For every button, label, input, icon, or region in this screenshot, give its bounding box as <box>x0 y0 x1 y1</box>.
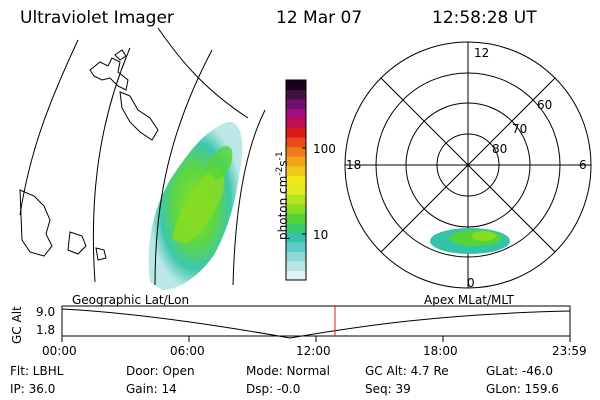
colorbar-segment <box>286 213 306 224</box>
colorbar-segment <box>286 222 306 233</box>
time-label: 12:58:28 UT <box>432 8 537 28</box>
colorbar-segment <box>286 99 306 110</box>
colorbar-segment <box>286 156 306 167</box>
gc-alt-axis-label: GC Alt <box>10 306 24 344</box>
time-tick-1200: 12:00 <box>296 344 331 358</box>
colorbar-segment <box>286 203 306 214</box>
door-info: Door: Open <box>126 364 195 378</box>
colorbar-segment <box>286 127 306 138</box>
time-tick-0600: 06:00 <box>170 344 205 358</box>
colorbar-frame <box>285 79 307 281</box>
gain-info: Gain: 14 <box>126 382 177 396</box>
dsp-info: Dsp: -0.0 <box>246 382 301 396</box>
polar-lat-80: 80 <box>492 142 508 156</box>
polar-label-0: 0 <box>467 276 475 290</box>
colorbar-segment <box>286 251 306 262</box>
colorbar-segment <box>286 146 306 157</box>
glat-info: GLat: -46.0 <box>486 364 553 378</box>
colorbar-tick-100: 100 <box>313 142 336 156</box>
mode-info: Mode: Normal <box>246 364 330 378</box>
colorbar-segment <box>286 118 306 129</box>
colorbar-segment <box>286 165 306 176</box>
seq-info: Seq: 39 <box>365 382 411 396</box>
filter-info: Flt: LBHL <box>10 364 64 378</box>
colorbar-segment <box>286 108 306 119</box>
geographic-label: Geographic Lat/Lon <box>72 293 190 307</box>
colorbar-segment <box>286 232 306 243</box>
colorbar-segment <box>286 270 306 281</box>
date-label: 12 Mar 07 <box>276 8 363 28</box>
apex-label: Apex MLat/MLT <box>424 293 514 307</box>
polar-label-6: 6 <box>579 158 587 172</box>
alt-tick-bottom: 1.8 <box>36 323 56 337</box>
colorbar-tick-10: 10 <box>313 228 329 242</box>
colorbar-segment <box>286 175 306 186</box>
time-tick-2359: 23:59 <box>552 344 587 358</box>
colorbar-segment <box>286 184 306 195</box>
time-tick-1800: 18:00 <box>423 344 458 358</box>
colorbar-segment <box>286 194 306 205</box>
polar-label-12: 12 <box>474 46 490 60</box>
time-tick-0000: 00:00 <box>42 344 77 358</box>
colorbar-segment <box>286 137 306 148</box>
polar-label-18: 18 <box>346 158 362 172</box>
colorbar-segment <box>286 89 306 100</box>
colorbar-segment <box>286 260 306 271</box>
colorbar-segment <box>286 80 306 91</box>
gc-alt-info: GC Alt: 4.7 Re <box>365 364 449 378</box>
alt-tick-top: 9.0 <box>36 305 56 319</box>
altitude-curve <box>61 308 571 339</box>
polar-lat-60: 60 <box>537 98 553 112</box>
polar-lat-70: 70 <box>512 122 528 136</box>
instrument-title: Ultraviolet Imager <box>20 8 174 28</box>
glon-info: GLon: 159.6 <box>486 382 559 396</box>
ip-info: IP: 36.0 <box>10 382 56 396</box>
colorbar-segment <box>286 241 306 252</box>
